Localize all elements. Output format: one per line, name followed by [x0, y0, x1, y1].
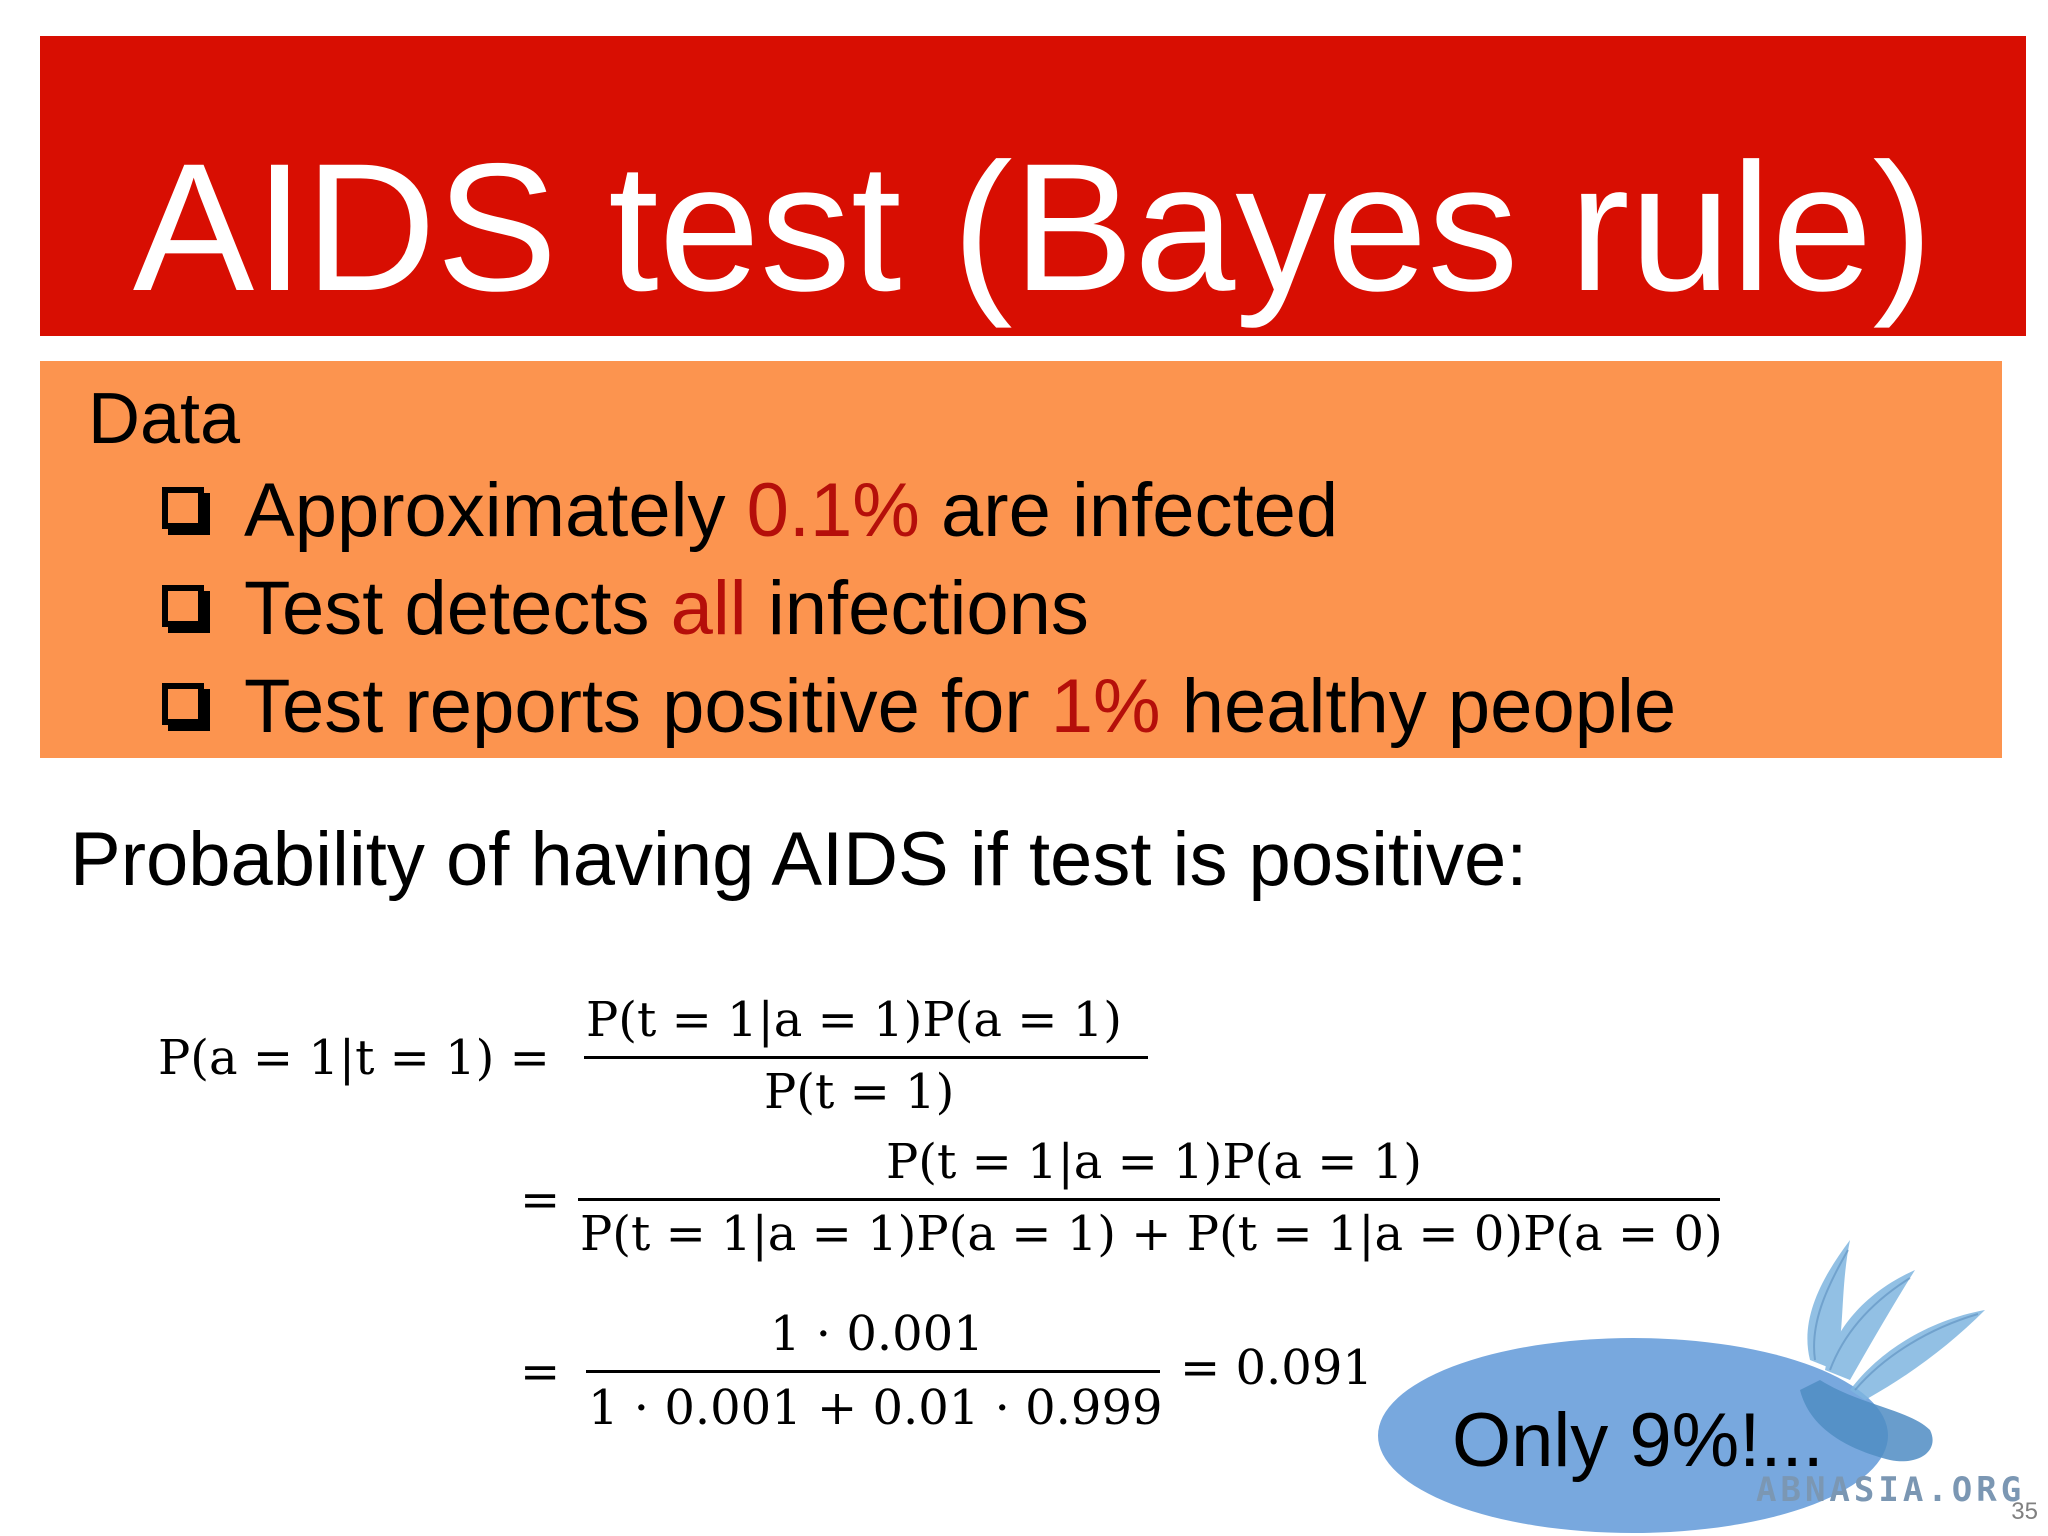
- data-box: Data Approximately 0.1% are infected Tes…: [40, 361, 2002, 758]
- bullet-text: are infected: [919, 468, 1339, 553]
- question-text: Probability of having AIDS if test is po…: [70, 817, 1528, 902]
- bullet-highlight: 1%: [1050, 664, 1161, 749]
- data-heading: Data: [88, 379, 241, 459]
- bullet-highlight: 0.1%: [746, 468, 920, 553]
- title-bar: AIDS test (Bayes rule): [40, 36, 2026, 336]
- fraction1-denominator: P(t = 1): [764, 1064, 955, 1120]
- callout-text: Only 9%!...: [1452, 1398, 1824, 1483]
- fraction1-bar: [584, 1056, 1148, 1059]
- checkbox-bullet-icon: [162, 486, 204, 529]
- callout-bubble: [1378, 1338, 1888, 1533]
- checkbox-bullet-icon: [162, 584, 204, 627]
- checkbox-bullet-icon: [162, 682, 204, 725]
- fraction3-denominator: 1 · 0.001 + 0.01 · 0.999: [588, 1380, 1163, 1436]
- bullet-highlight: all: [670, 566, 747, 651]
- equation-result: = 0.091: [1180, 1340, 1373, 1396]
- equation-lhs: P(a = 1|t = 1) =: [158, 1030, 550, 1086]
- bullet-text: Approximately: [244, 468, 747, 553]
- bullet-text: infections: [746, 566, 1089, 651]
- fraction2-numerator: P(t = 1|a = 1)P(a = 1): [886, 1134, 1423, 1190]
- equation3-equals: =: [520, 1344, 561, 1400]
- bullet-detects: Test detects all infections: [162, 559, 1089, 659]
- fraction1-numerator: P(t = 1|a = 1)P(a = 1): [586, 992, 1123, 1048]
- fraction2-denominator: P(t = 1|a = 1)P(a = 1) + P(t = 1|a = 0)P…: [580, 1206, 1723, 1262]
- fraction2-bar: [578, 1198, 1720, 1201]
- abnasia-logo-icon: [1800, 1240, 1985, 1462]
- equation2-equals: =: [520, 1172, 561, 1228]
- bullet-text: healthy people: [1160, 664, 1677, 749]
- page-number: 35: [2011, 1498, 2038, 1525]
- slide-title: AIDS test (Bayes rule): [132, 125, 1934, 329]
- fraction3-numerator: 1 · 0.001: [770, 1306, 984, 1362]
- bullet-text: Test reports positive for: [244, 664, 1051, 749]
- fraction3-bar: [586, 1370, 1160, 1373]
- bullet-infected: Approximately 0.1% are infected: [162, 461, 1338, 561]
- bullet-text: Test detects: [244, 566, 671, 651]
- watermark-text: ABNASIA.ORG: [1756, 1470, 2026, 1510]
- bullet-false-positive: Test reports positive for 1% healthy peo…: [162, 657, 1676, 757]
